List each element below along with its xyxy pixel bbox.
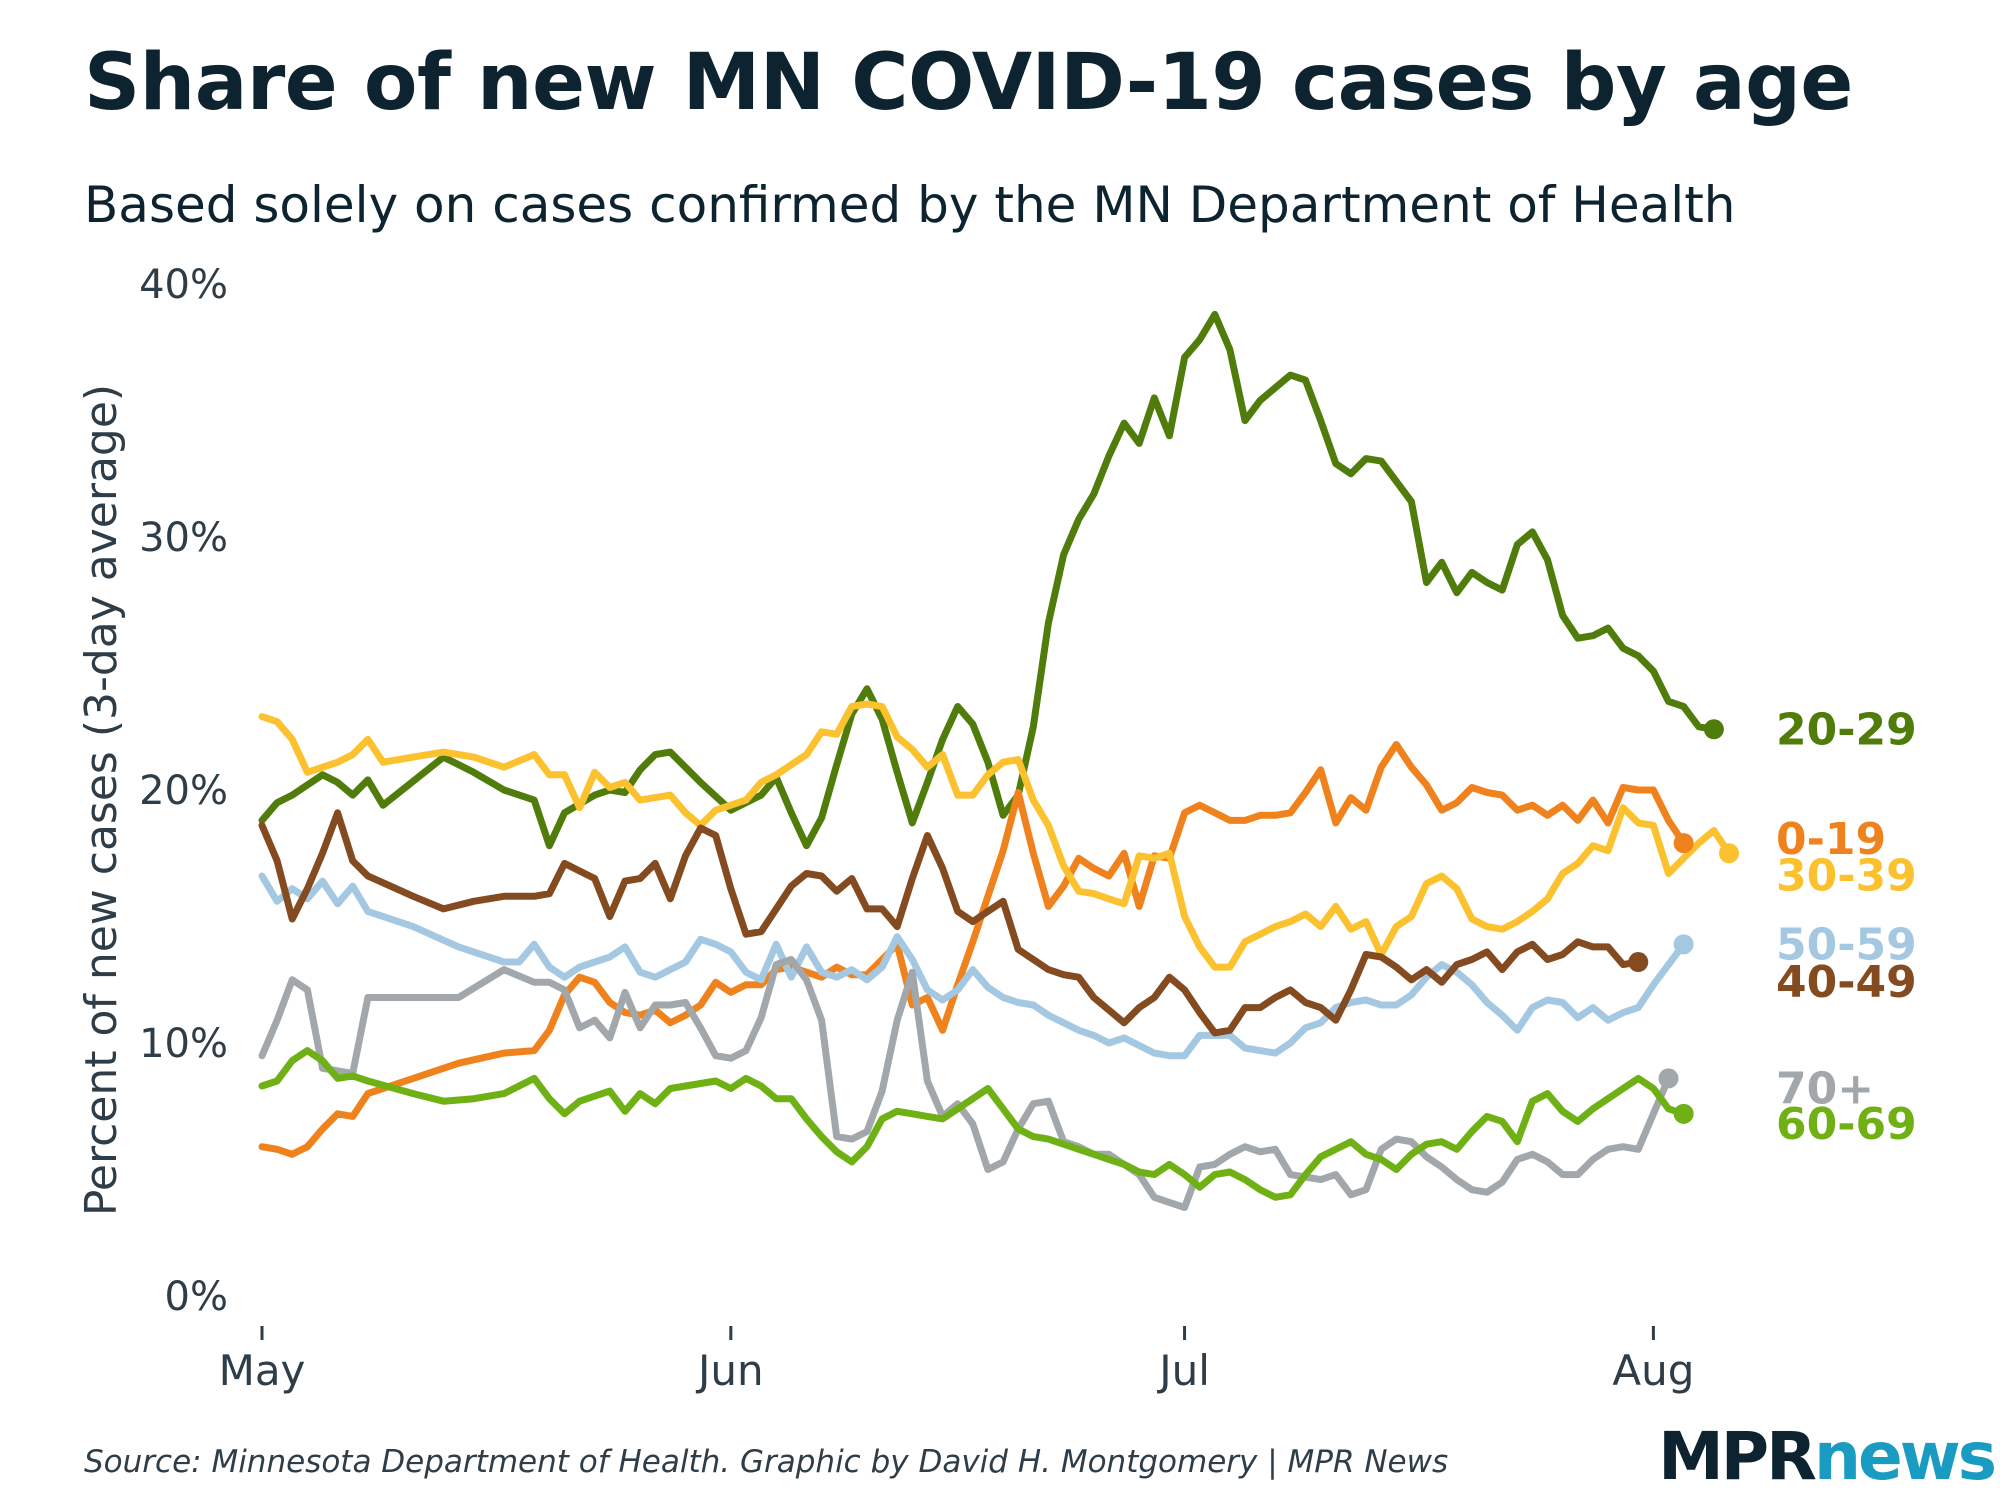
series-line-60-69 [258, 1047, 1688, 1201]
series-lines [258, 310, 1733, 1211]
series-line-40-49 [258, 809, 1642, 1037]
y-tick-label: 20% [139, 768, 228, 814]
series-label-40-49: 40-49 [1776, 957, 1917, 1008]
series-label-50-59: 50-59 [1776, 919, 1917, 970]
series-line-0-19 [258, 741, 1688, 1158]
series-line-50-59 [258, 872, 1688, 1060]
y-tick-label: 0% [165, 1274, 228, 1320]
series-end-markers [1628, 719, 1740, 1124]
logo-mpr: MPR [1658, 1418, 1817, 1495]
series-line-30-39 [258, 700, 1733, 971]
series-label-70+: 70+ [1776, 1063, 1874, 1114]
series-end-point-70+ [1658, 1068, 1679, 1089]
series-label-60-69: 60-69 [1776, 1099, 1917, 1150]
series-end-point-0-19 [1673, 833, 1694, 854]
chart-subtitle: Based solely on cases confirmed by the M… [84, 176, 1736, 234]
x-tick-label: Jul [1156, 1346, 1210, 1395]
mpr-news-logo: MPRnews [1658, 1418, 1997, 1495]
logo-news: news [1813, 1418, 1997, 1495]
x-tick-label: Aug [1612, 1346, 1694, 1395]
series-end-point-40-49 [1628, 952, 1649, 973]
x-axis: May Jun Jul Aug [219, 1326, 1694, 1395]
source-note: Source: Minnesota Department of Health. … [84, 1444, 1449, 1480]
series-label-20-29: 20-29 [1776, 704, 1917, 755]
series-label-30-39: 30-39 [1776, 850, 1917, 901]
series-line-20-29 [258, 310, 1718, 850]
series-label-0-19: 0-19 [1776, 814, 1886, 865]
series-end-point-30-39 [1719, 843, 1740, 864]
series-end-point-20-29 [1703, 719, 1724, 740]
y-tick-label: 10% [139, 1021, 228, 1067]
series-line-70+ [258, 956, 1672, 1211]
x-tick-label: Jun [695, 1346, 764, 1395]
y-tick-label: 40% [139, 262, 228, 308]
series-end-point-50-59 [1673, 934, 1694, 955]
series-end-point-60-69 [1673, 1103, 1694, 1124]
y-tick-label: 30% [139, 515, 228, 561]
y-axis-label: Percent of new cases (3-day average) [76, 384, 127, 1216]
x-tick-label: May [219, 1346, 306, 1395]
chart-title: Share of new MN COVID-19 cases by age [84, 38, 1853, 128]
y-axis: 0% 10% 20% 30% 40% [139, 262, 228, 1320]
